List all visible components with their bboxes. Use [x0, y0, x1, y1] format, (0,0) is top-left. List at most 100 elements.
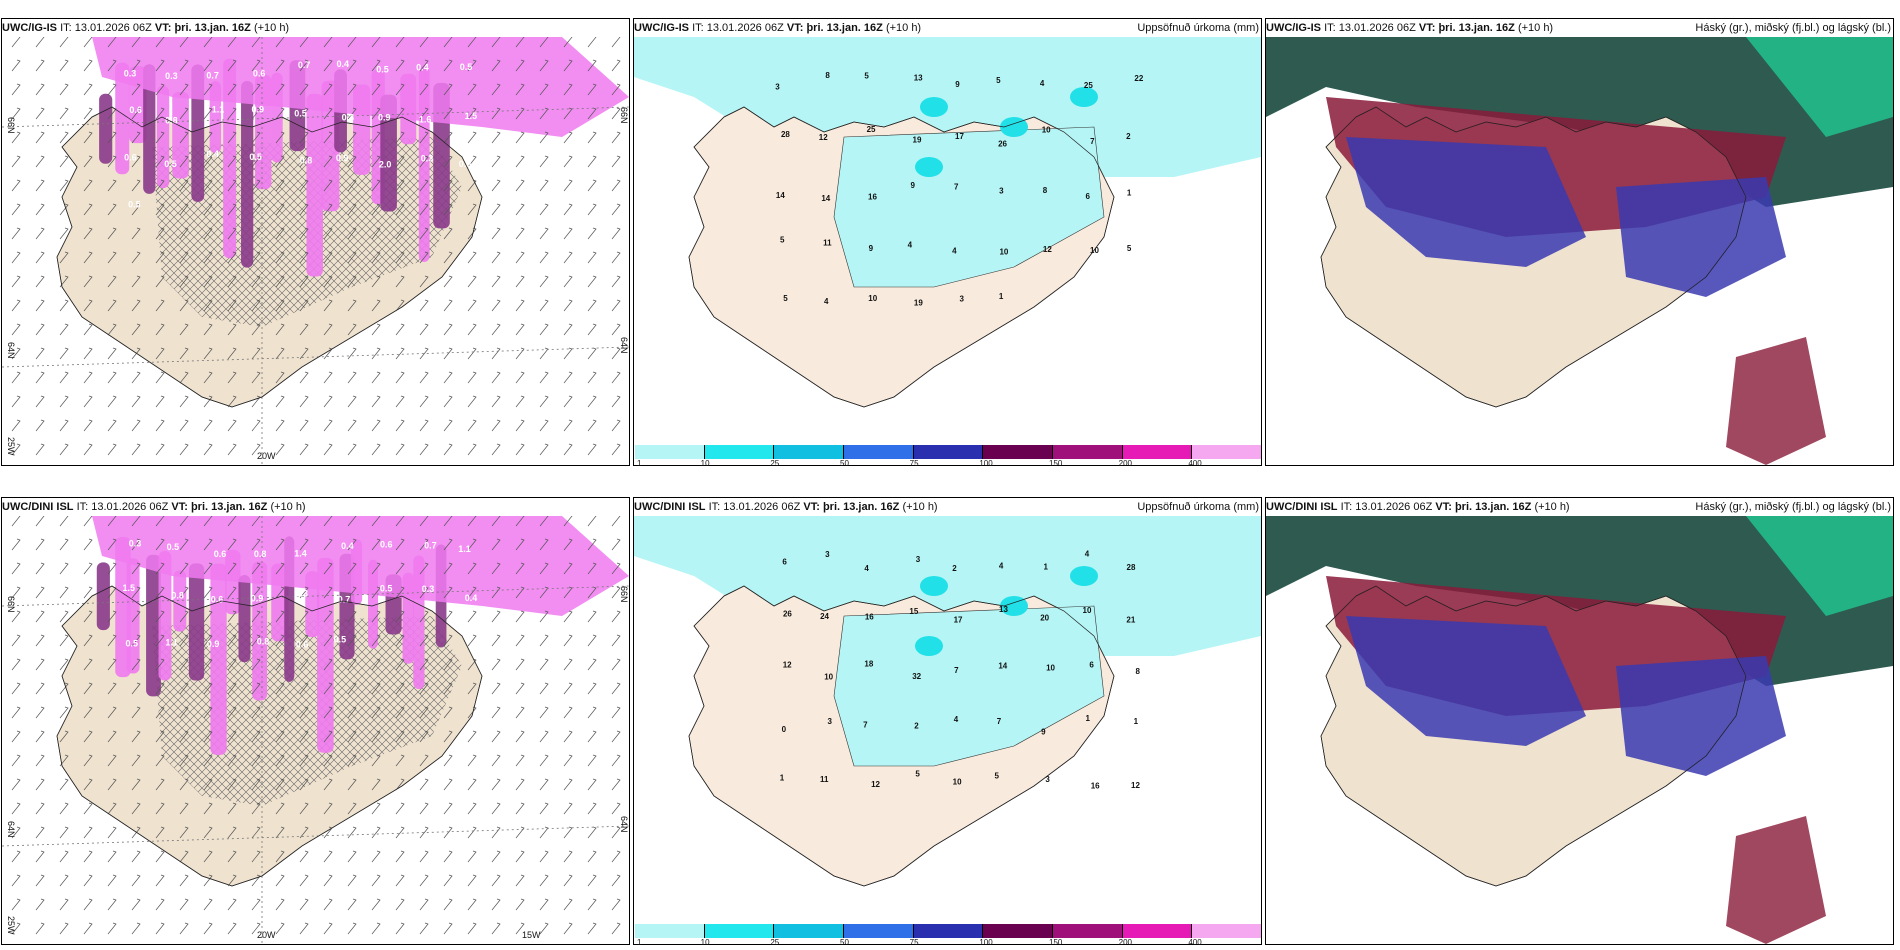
wind-barb: [539, 107, 549, 120]
colorbar-cell: [1053, 445, 1123, 459]
wind-barb: [467, 299, 477, 312]
wind-barb: [467, 203, 477, 216]
wind-barb: [395, 802, 405, 815]
snow-value: 0.6: [129, 105, 142, 115]
wind-barb: [491, 203, 501, 216]
wind-barb: [179, 395, 189, 408]
wind-barb: [35, 131, 45, 144]
wind-barb: [371, 275, 381, 288]
wind-barb: [83, 826, 93, 839]
wind-barb: [587, 826, 597, 839]
wind-barb: [611, 516, 621, 527]
wind-barb: [275, 802, 285, 815]
wind-barb: [467, 347, 477, 360]
colorbar-tick: 1: [637, 938, 642, 947]
wind-barb: [179, 443, 189, 456]
wind-barb: [515, 730, 525, 743]
wind-barb: [155, 323, 165, 336]
wind-barb: [347, 658, 357, 671]
wind-barb: [395, 562, 405, 575]
wind-barb: [611, 37, 621, 48]
snow-value: 0.4: [465, 593, 478, 603]
wind-barb: [83, 419, 93, 432]
model-name: UWC/DINI ISL: [1266, 501, 1338, 513]
wind-barb: [203, 59, 213, 72]
wind-barb: [563, 443, 573, 456]
wind-barb: [395, 898, 405, 911]
wind-barb: [539, 323, 549, 336]
wind-barb: [539, 251, 549, 264]
wind-barb: [491, 826, 501, 839]
wind-barb: [323, 802, 333, 815]
wind-barb: [131, 826, 141, 839]
wind-barb: [323, 754, 333, 767]
wind-barb: [107, 347, 117, 360]
wind-barb: [419, 706, 429, 719]
wind-barb: [515, 562, 525, 575]
wind-barb: [611, 610, 621, 623]
wind-barb: [419, 802, 429, 815]
wind-barb: [83, 443, 93, 456]
wind-barb: [203, 323, 213, 336]
wind-barb: [107, 419, 117, 432]
snow-band: [92, 516, 629, 616]
wind-barb: [179, 203, 189, 216]
wind-barb: [611, 658, 621, 671]
precip-value: 5: [864, 72, 869, 81]
precip-value: 9: [955, 80, 960, 89]
snow-value: 1.5: [465, 111, 478, 121]
wind-barb: [611, 227, 621, 240]
wind-barb: [251, 179, 261, 192]
wind-barb: [611, 83, 621, 96]
wind-barb: [251, 922, 261, 935]
wind-barb: [131, 371, 141, 384]
wind-barb: [419, 658, 429, 671]
wind-barb: [83, 802, 93, 815]
wind-barb: [227, 706, 237, 719]
wind-barb: [107, 538, 117, 551]
wind-barb: [35, 107, 45, 120]
wind-barb: [131, 419, 141, 432]
wind-barb: [587, 586, 597, 599]
precip-value: 25: [867, 125, 876, 134]
wind-barb: [11, 706, 21, 719]
wind-barb: [59, 682, 69, 695]
lead-time: (+10 h): [253, 22, 290, 34]
wind-barb: [395, 395, 405, 408]
field-title: Háský (gr.), miðský (fj.bl.) og lágský (…: [1695, 501, 1891, 513]
wind-barb: [347, 802, 357, 815]
wind-barb: [563, 516, 573, 527]
wind-barb: [35, 227, 45, 240]
wind-barb: [587, 562, 597, 575]
wind-barb: [371, 874, 381, 887]
wind-barb: [443, 443, 453, 456]
lat-label: 66N: [619, 586, 629, 603]
snow-value: 0.7: [338, 594, 351, 604]
lon-label: 20W: [257, 930, 276, 940]
wind-barb: [203, 922, 213, 935]
wind-barb: [443, 227, 453, 240]
wind-barb: [587, 898, 597, 911]
wind-barb: [419, 634, 429, 647]
wind-barb: [35, 516, 45, 527]
wind-barb: [107, 516, 117, 527]
precip-cell: [915, 157, 943, 177]
wind-barb: [83, 83, 93, 96]
wind-barb: [131, 850, 141, 863]
wind-barb: [323, 395, 333, 408]
wind-barb: [179, 371, 189, 384]
wind-barb: [395, 538, 405, 551]
wind-barb: [467, 754, 477, 767]
wind-barb: [467, 323, 477, 336]
it-label: IT:: [1324, 22, 1336, 34]
wind-barb: [419, 323, 429, 336]
wind-barb: [107, 826, 117, 839]
wind-barb: [563, 538, 573, 551]
wind-barb: [323, 419, 333, 432]
it-value: 13.01.2026 06Z: [91, 501, 169, 513]
low-cloud: [1346, 616, 1586, 746]
wind-barb: [539, 922, 549, 935]
wind-barb: [155, 586, 165, 599]
wind-barb: [539, 634, 549, 647]
wind-barb: [59, 443, 69, 456]
